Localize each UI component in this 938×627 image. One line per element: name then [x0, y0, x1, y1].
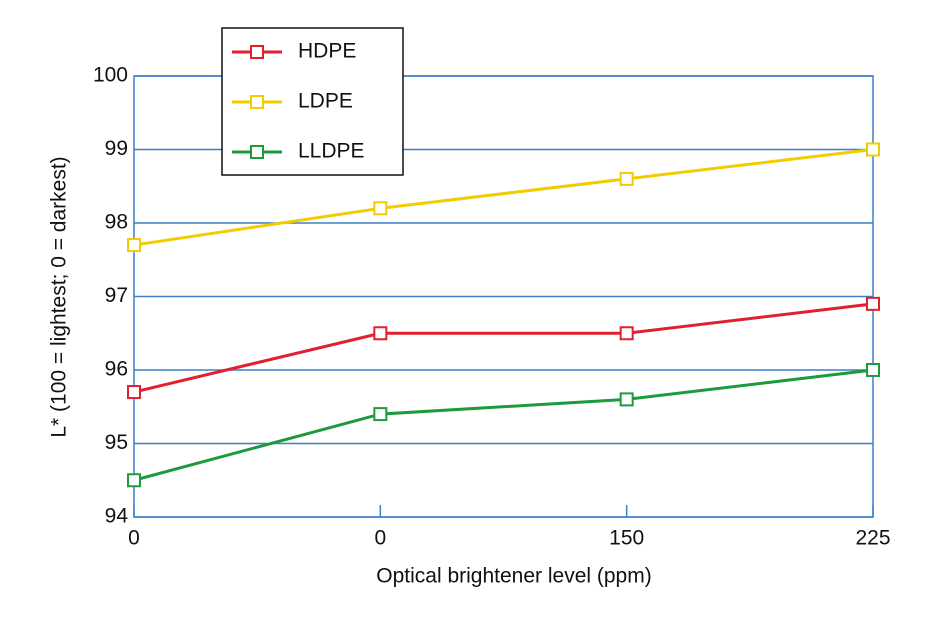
y-tick-label: 95 [105, 431, 128, 454]
plot-frame [133, 75, 874, 518]
data-point [866, 142, 880, 157]
legend-label: LDPE [298, 90, 353, 113]
y-tick-label: 94 [105, 505, 129, 528]
data-line [133, 148, 874, 247]
data-point [619, 326, 634, 341]
data-point [127, 473, 141, 488]
x-tick-label: 225 [855, 527, 890, 550]
x-tick-label: 150 [609, 527, 644, 550]
legend-marker [250, 45, 264, 59]
data-line [133, 302, 874, 394]
data-point [866, 363, 880, 377]
data-line [133, 368, 874, 482]
data-point [373, 407, 388, 422]
legend-marker [250, 145, 264, 159]
data-point [619, 392, 634, 407]
y-tick-label: 97 [105, 284, 128, 307]
y-tick-label: 96 [105, 358, 128, 381]
y-axis-title: L* (100 = lightest; 0 = darkest) [48, 156, 71, 437]
data-point [866, 296, 880, 311]
data-point [127, 385, 141, 400]
x-axis-title: Optical brightener level (ppm) [376, 565, 651, 588]
x-tick-label: 0 [128, 527, 140, 550]
data-point [619, 171, 634, 186]
data-point [373, 326, 388, 341]
legend-label: LLDPE [298, 140, 365, 163]
x-tick-label: 0 [374, 527, 386, 550]
y-tick-label: 98 [105, 211, 128, 234]
data-point [373, 201, 388, 216]
data-point [127, 238, 141, 253]
legend-label: HDPE [298, 40, 356, 63]
legend-marker [250, 95, 264, 109]
y-tick-label: 99 [105, 137, 128, 160]
y-tick-label: 100 [93, 64, 128, 87]
